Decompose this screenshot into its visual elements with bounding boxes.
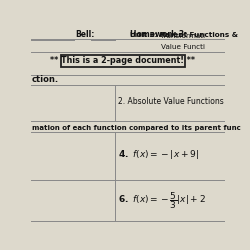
Text: ction.: ction.	[32, 75, 59, 84]
Text: Transformati: Transformati	[158, 33, 205, 39]
Text: Unit 3: Parent Functions &: Unit 3: Parent Functions &	[130, 32, 238, 38]
Bar	[61, 55, 185, 67]
Text: mation of each function compared to its parent func: mation of each function compared to its …	[32, 125, 241, 131]
Text: ** This is a 2-page document! **: ** This is a 2-page document! **	[50, 56, 195, 65]
Text: Value Functi: Value Functi	[162, 44, 206, 50]
Text: Bell:: Bell:	[76, 30, 95, 39]
Text: 2. Absolute Value Functions: 2. Absolute Value Functions	[118, 97, 224, 106]
Text: $\mathbf{4.}\ f(x)=-|x+9|$: $\mathbf{4.}\ f(x)=-|x+9|$	[118, 148, 199, 161]
Text: $\mathbf{6.}\ f(x)=-\dfrac{5}{3}|x|+2$: $\mathbf{6.}\ f(x)=-\dfrac{5}{3}|x|+2$	[118, 190, 206, 211]
Text: Homework 3:: Homework 3:	[130, 30, 188, 39]
